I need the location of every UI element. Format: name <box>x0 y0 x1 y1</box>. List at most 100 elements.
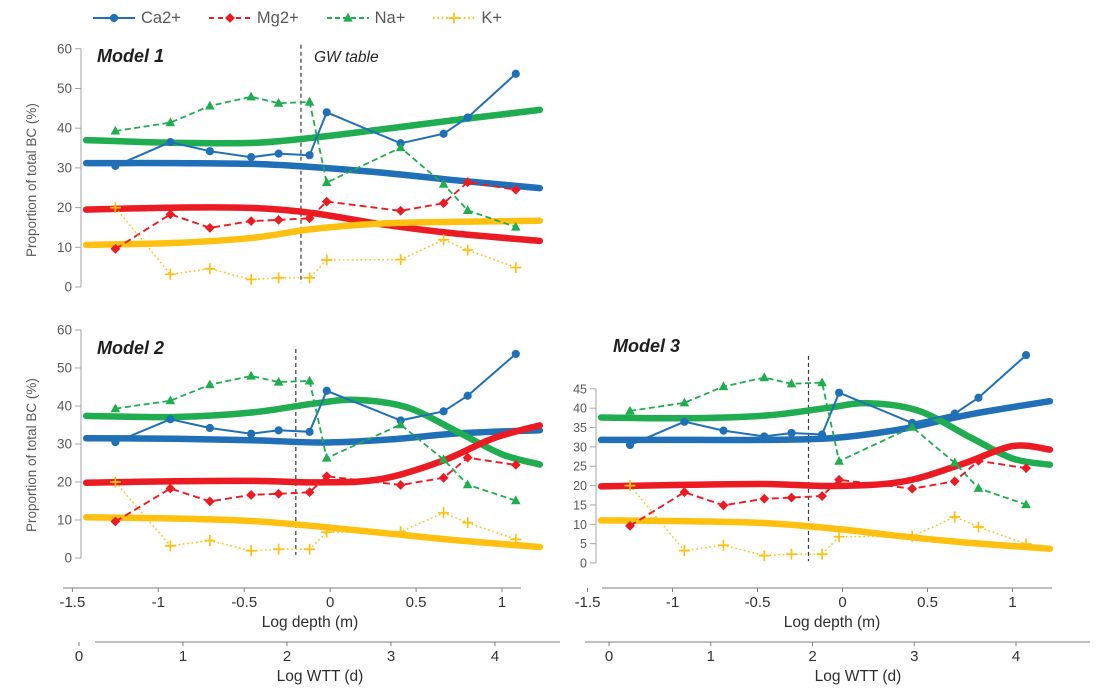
k-marker <box>438 507 450 519</box>
legend-label-ca: Ca2+ <box>141 8 181 27</box>
k-trend-curve <box>82 217 544 249</box>
mg-marker <box>204 496 215 507</box>
mg-marker <box>949 476 960 487</box>
k-marker <box>245 273 257 285</box>
k-marker <box>462 244 474 256</box>
k-marker <box>245 545 257 557</box>
mg-series-line <box>114 456 516 523</box>
na-marker <box>110 403 121 413</box>
mg-marker <box>321 471 332 482</box>
legend: Ca2+ Mg2+ Na+ K+ <box>92 3 502 33</box>
y-tick-label: 35 <box>573 421 587 435</box>
na-marker <box>395 419 406 429</box>
na-marker <box>205 379 215 389</box>
ca-marker <box>205 423 214 433</box>
mg-marker <box>462 452 473 463</box>
mg-marker <box>907 483 918 494</box>
ca-marker <box>274 149 283 158</box>
na-marker <box>510 221 521 231</box>
depth-axis-left-tick-label: 0.5 <box>406 594 427 611</box>
k-marker <box>321 254 333 266</box>
ca-legend-marker <box>109 13 119 23</box>
na-legend-marker <box>342 12 353 22</box>
y-tick-label: 50 <box>57 360 72 375</box>
na-marker <box>462 205 473 214</box>
ca-marker <box>787 428 796 438</box>
na-marker <box>321 177 332 187</box>
mg-marker <box>510 459 521 470</box>
model3-title: Model 3 <box>613 336 681 356</box>
ca-marker <box>111 161 120 170</box>
mg-marker <box>321 196 332 207</box>
ca-legend-icon <box>93 13 135 23</box>
k-marker <box>816 548 828 560</box>
y-tick-label: 40 <box>573 402 587 416</box>
y-tick-label: 15 <box>573 498 587 512</box>
na-marker <box>834 456 844 465</box>
k-marker <box>395 526 407 538</box>
k-marker <box>438 234 450 246</box>
na-marker <box>510 495 521 505</box>
k-marker <box>786 548 797 560</box>
k-marker <box>304 272 316 284</box>
k-marker <box>949 511 961 523</box>
na-marker <box>949 457 960 467</box>
mg-marker <box>679 487 690 498</box>
wtt-axis-left-tick-label: 2 <box>283 648 291 665</box>
k-marker <box>204 263 216 275</box>
k-marker <box>718 539 729 551</box>
na-marker <box>395 142 406 152</box>
legend-label-k: K+ <box>481 8 503 27</box>
legend-item-mg: Mg2+ <box>208 9 299 28</box>
mg-legend-icon <box>208 13 251 23</box>
mg-trend-curve <box>82 204 544 245</box>
ca-marker <box>205 147 214 156</box>
y-tick-label: 0 <box>64 551 72 566</box>
na-marker <box>246 91 256 101</box>
ca-marker <box>1022 351 1031 360</box>
mg-marker <box>625 520 635 531</box>
mg-marker <box>110 243 121 254</box>
mg-series-line <box>629 459 1027 527</box>
na-marker <box>462 479 473 489</box>
mg-marker <box>834 474 844 485</box>
gw-table-annotation: GW table <box>314 49 379 66</box>
depth-axis-left-tick-label: -1 <box>152 594 165 611</box>
y-tick-label: 50 <box>57 81 72 96</box>
ca-marker <box>166 137 175 147</box>
legend-label-mg: Mg2+ <box>256 8 299 27</box>
y-tick-label: 20 <box>57 200 72 215</box>
wtt-axis-right-tick-label: 2 <box>808 648 816 665</box>
na-marker <box>321 452 332 462</box>
y-tick-label: 20 <box>57 474 72 489</box>
ca-marker <box>835 388 844 397</box>
mg-marker <box>395 205 406 216</box>
wtt-axis-right-tick-label: 3 <box>910 648 918 665</box>
ca-marker <box>439 407 448 416</box>
na-marker <box>759 372 770 382</box>
y-tick-label: 25 <box>573 460 587 474</box>
depth-axis-left-tick-label: -1.5 <box>59 594 85 611</box>
na-marker <box>165 117 176 127</box>
mg-series-line <box>114 181 516 250</box>
ca-marker <box>511 69 520 78</box>
mg-marker <box>246 490 257 500</box>
mg-marker <box>817 491 827 501</box>
depth-axis-right-tick-label: 1 <box>1008 594 1016 611</box>
y-tick-label: 10 <box>573 518 587 532</box>
k-marker <box>624 480 636 492</box>
ca-marker <box>625 440 635 450</box>
ca-marker <box>305 427 314 436</box>
k-marker <box>833 531 845 543</box>
na-marker <box>304 96 315 106</box>
mg-marker <box>786 492 797 503</box>
mg-marker <box>395 480 406 490</box>
bottom-axes: -1.5 -1 -0.5 0 0.5 1 -1.5 -1 -0.5 0 0.5 1 0 1 2 3 4 0 1 2 3 4 <box>59 587 1090 665</box>
k-marker <box>462 517 474 529</box>
na-marker <box>273 376 284 386</box>
y-tick-label: 60 <box>57 41 72 56</box>
depth-axis-right-tick-label: 0.5 <box>917 594 938 611</box>
k-marker <box>164 540 176 552</box>
y-tick-label: 5 <box>580 537 587 551</box>
